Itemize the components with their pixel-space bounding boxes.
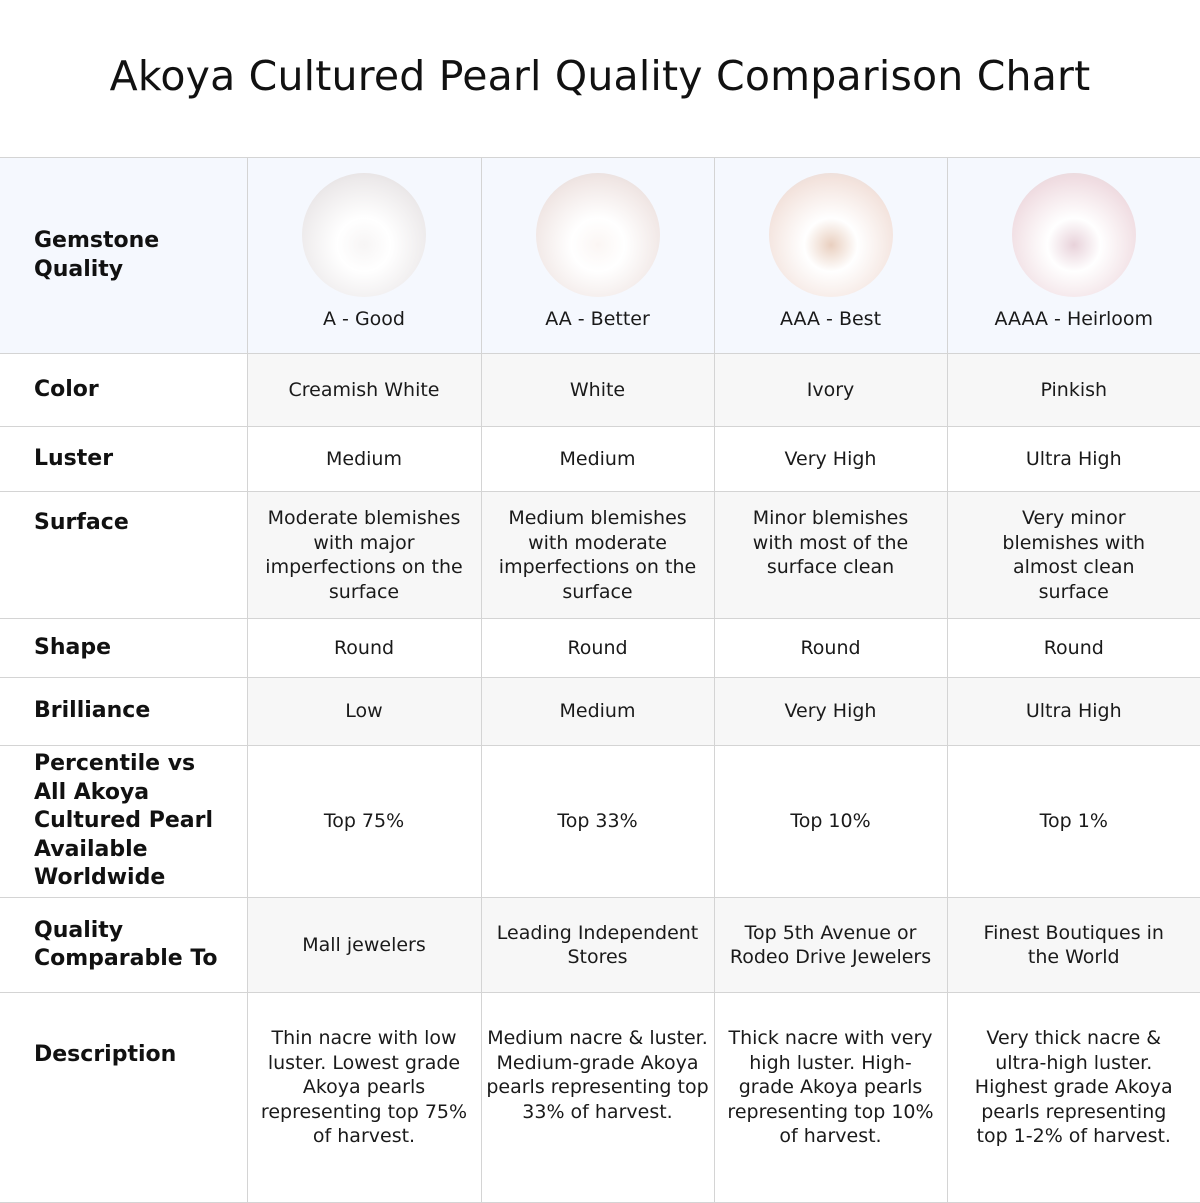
grade-cell: AAAA - Heirloom [946, 157, 1200, 354]
row-label: Luster [0, 426, 248, 492]
row-percentile: Percentile vs All Akoya Cultured Pearl A… [0, 745, 1200, 898]
row-label: Quality Comparable To [0, 897, 248, 993]
cell: Very minor blemishes with almost clean s… [946, 491, 1200, 619]
cell: Medium nacre & luster. Medium-grade Akoy… [480, 992, 715, 1203]
pearl-image [302, 172, 426, 297]
page-title: Akoya Cultured Pearl Quality Comparison … [109, 52, 1091, 100]
cell: Medium [480, 677, 715, 746]
row-label: Description [0, 992, 248, 1203]
pearl-image [1011, 172, 1136, 297]
cell: Top 33% [480, 745, 715, 898]
row-label: Surface [0, 491, 248, 619]
grade-label: AAA - Best [779, 307, 882, 330]
grade-label: A - Good [323, 307, 405, 330]
cell: Top 5th Avenue or Rodeo Drive Jewelers [713, 897, 948, 993]
grade-label: AA - Better [545, 307, 650, 330]
cell: Top 10% [713, 745, 948, 898]
row-description: Description Thin nacre with low luster. … [0, 992, 1200, 1203]
grade-cell: A - Good [246, 157, 482, 354]
comparison-table: Gemstone Quality A - Good AA - Better AA… [0, 157, 1200, 1203]
cell: Ultra High [946, 426, 1200, 492]
row-comparable: Quality Comparable To Mall jewelers Lead… [0, 897, 1200, 993]
header-row: Gemstone Quality A - Good AA - Better AA… [0, 157, 1200, 354]
cell: Pinkish [946, 353, 1200, 427]
cell: Very High [713, 426, 948, 492]
cell: White [480, 353, 715, 427]
cell: Ivory [713, 353, 948, 427]
row-label: Brilliance [0, 677, 248, 746]
pearl-image [768, 172, 893, 297]
cell: Very High [713, 677, 948, 746]
cell: Round [246, 618, 482, 678]
cell: Thin nacre with low luster. Lowest grade… [246, 992, 482, 1203]
cell: Creamish White [246, 353, 482, 427]
row-shape: Shape Round Round Round Round [0, 618, 1200, 678]
row-label: Color [0, 353, 248, 427]
row-label: Shape [0, 618, 248, 678]
grade-label: AAAA - Heirloom [994, 307, 1154, 330]
cell: Round [480, 618, 715, 678]
cell: Medium blemishes with moderate imperfect… [480, 491, 715, 619]
cell: Medium [480, 426, 715, 492]
row-brilliance: Brilliance Low Medium Very High Ultra Hi… [0, 677, 1200, 746]
cell: Mall jewelers [246, 897, 482, 993]
cell: Finest Boutiques in the World [946, 897, 1200, 993]
cell: Ultra High [946, 677, 1200, 746]
cell: Top 75% [246, 745, 482, 898]
grade-cell: AA - Better [480, 157, 715, 354]
cell: Round [713, 618, 948, 678]
row-label: Gemstone Quality [0, 157, 248, 354]
cell: Leading Independent Stores [480, 897, 715, 993]
row-surface: Surface Moderate blemishes with major im… [0, 491, 1200, 619]
cell: Thick nacre with very high luster. High-… [713, 992, 948, 1203]
cell: Minor blemishes with most of the surface… [713, 491, 948, 619]
cell: Top 1% [946, 745, 1200, 898]
pearl-image [535, 172, 660, 297]
cell: Moderate blemishes with major imperfecti… [246, 491, 482, 619]
cell: Round [946, 618, 1200, 678]
row-luster: Luster Medium Medium Very High Ultra Hig… [0, 426, 1200, 492]
cell: Low [246, 677, 482, 746]
row-label: Percentile vs All Akoya Cultured Pearl A… [0, 745, 248, 898]
cell: Medium [246, 426, 482, 492]
row-color: Color Creamish White White Ivory Pinkish [0, 353, 1200, 427]
cell: Very thick nacre & ultra-high luster. Hi… [946, 992, 1200, 1203]
grade-cell: AAA - Best [713, 157, 948, 354]
